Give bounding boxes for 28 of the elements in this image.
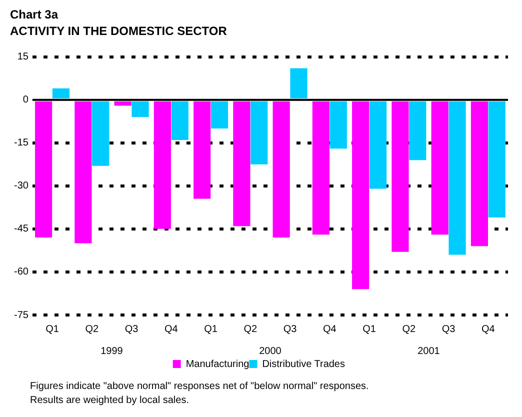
text: 2000 <box>259 346 282 357</box>
x-tick-label: Q1 <box>46 324 60 335</box>
text: Results are weighted by local sales. <box>30 394 189 406</box>
y-tick-label: -45 <box>14 224 29 235</box>
x-tick-label: Q2 <box>244 324 258 335</box>
text: Figures indicate "above normal" responses net of "below normal" responses. <box>30 380 369 392</box>
text: 2001 <box>418 346 440 357</box>
x-tick-label: Q4 <box>164 324 178 335</box>
x-tick-label: Q1 <box>362 324 376 335</box>
x-tick-label: Q2 <box>85 324 100 335</box>
x-tick-label: Q2 <box>402 324 416 335</box>
y-tick-label: -60 <box>14 266 29 278</box>
y-tick-label: 0 <box>22 94 29 106</box>
y-tick-label: -30 <box>14 180 29 192</box>
y-tick-label: -75 <box>14 310 29 321</box>
x-tick-label: Q4 <box>482 324 496 335</box>
x-tick-label: Q3 <box>283 324 298 335</box>
x-tick-label: Q4 <box>323 324 337 335</box>
x-tick-label: Q3 <box>124 324 139 335</box>
text: 1999 <box>100 346 124 357</box>
x-tick-label: Q3 <box>442 324 456 335</box>
y-tick-label: 15 <box>17 52 29 63</box>
legend-label: Distributive Trades <box>262 358 346 370</box>
legend-label: Manufacturing <box>186 358 250 370</box>
chart-subtitle: ACTIVITY IN THE DOMESTIC SECTOR <box>10 24 228 38</box>
x-tick-label: Q1 <box>204 324 218 335</box>
chart-title: Chart 3a <box>10 8 58 22</box>
y-tick-label: -15 <box>14 138 29 149</box>
